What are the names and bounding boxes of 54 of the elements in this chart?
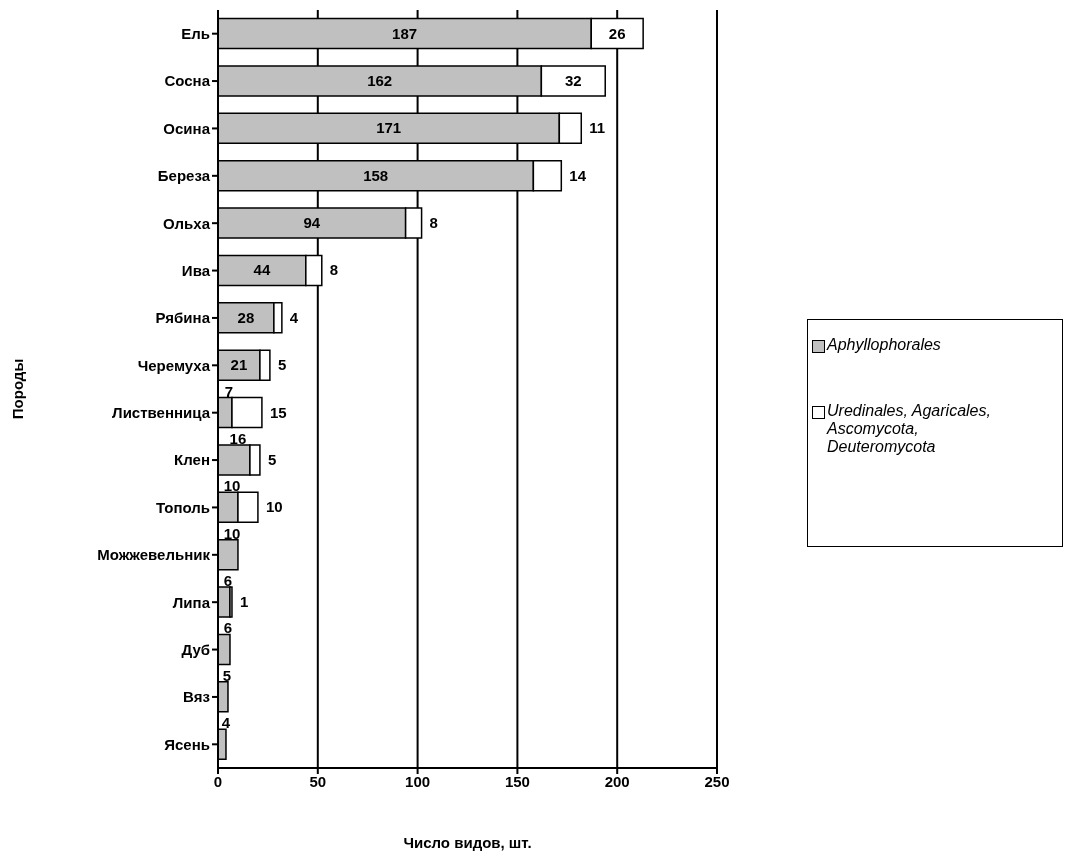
- data-label: 16: [229, 429, 247, 447]
- data-label: 15: [269, 403, 287, 421]
- y-tick-label: Береза: [157, 167, 211, 185]
- y-tick-label: Липа: [172, 593, 211, 611]
- data-label: 6: [223, 619, 233, 637]
- data-label: 158: [363, 166, 389, 184]
- data-label: 6: [223, 572, 233, 590]
- y-tick-label: Рябина: [155, 309, 211, 327]
- y-tick-label: Вяз: [182, 688, 210, 706]
- data-label: 187: [392, 24, 418, 42]
- data-label: 8: [429, 214, 438, 232]
- y-tick-label: Лиственница: [112, 404, 211, 422]
- y-tick-label: Ива: [181, 261, 211, 279]
- x-tick-label: 250: [704, 772, 730, 790]
- x-tick-label: 150: [504, 772, 530, 790]
- y-tick-label: Ольха: [163, 214, 211, 232]
- y-tick-label: Тополь: [156, 498, 210, 516]
- y-tick-label: Ель: [181, 25, 210, 43]
- y-tick-label: Осина: [163, 119, 211, 137]
- y-tick-label: Клен: [174, 451, 210, 469]
- y-tick-label: Ясень: [164, 735, 210, 753]
- data-label: 26: [608, 24, 626, 42]
- legend-label: Aphyllophorales: [827, 336, 942, 354]
- x-tick-label: 200: [604, 772, 630, 790]
- data-label: 5: [267, 450, 277, 468]
- data-label: 28: [237, 308, 255, 326]
- data-label: 5: [277, 356, 287, 374]
- data-label: 5: [222, 666, 232, 684]
- x-tick-label: 100: [405, 772, 431, 790]
- data-label: 4: [221, 714, 231, 732]
- legend-label: Uredinales, Agaricales, Ascomycota, Deuteromycota: [827, 402, 992, 456]
- data-label: 44: [253, 261, 271, 279]
- y-tick-label: Черемуха: [137, 356, 211, 374]
- data-label: 11: [589, 119, 606, 137]
- y-axis-title: Породы: [9, 358, 27, 420]
- y-tick-label: Дуб: [181, 640, 210, 658]
- data-label: 21: [230, 356, 248, 374]
- data-label: 171: [376, 119, 402, 137]
- data-label: 162: [367, 71, 393, 89]
- x-tick-label: 0: [213, 772, 223, 790]
- data-label: 94: [303, 214, 321, 232]
- data-label: 32: [564, 71, 582, 89]
- x-axis-title: Число видов, шт.: [403, 834, 532, 851]
- data-label: 8: [329, 261, 339, 279]
- data-label: 14: [569, 166, 587, 184]
- data-label: 10: [223, 524, 241, 542]
- data-label: 1: [239, 593, 249, 611]
- data-label: 7: [224, 382, 234, 400]
- data-label: 4: [289, 308, 299, 326]
- x-tick-label: 50: [309, 772, 327, 790]
- data-label: 10: [265, 498, 283, 516]
- y-tick-label: Можжевельник: [97, 546, 211, 564]
- y-tick-label: Сосна: [164, 72, 211, 90]
- data-label: 10: [223, 477, 241, 495]
